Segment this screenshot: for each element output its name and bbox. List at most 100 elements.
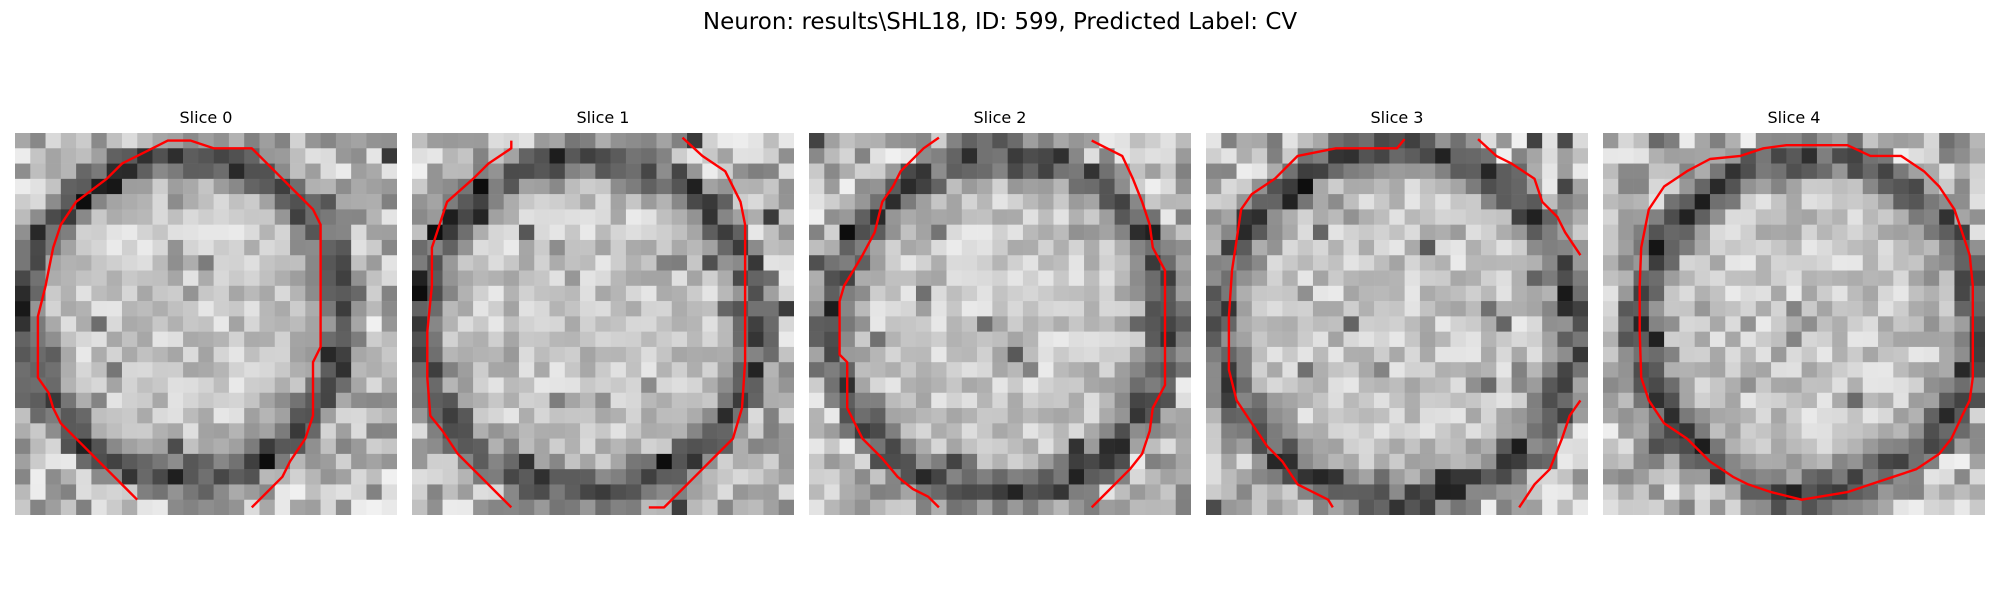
pixel <box>1572 270 1588 287</box>
pixel <box>473 362 489 378</box>
pixel <box>183 301 199 317</box>
pixel <box>748 377 764 394</box>
pixel <box>977 484 993 501</box>
pixel <box>305 484 321 501</box>
pixel <box>1419 133 1436 149</box>
pixel <box>824 133 840 149</box>
pixel <box>900 453 917 470</box>
pixel <box>30 423 46 439</box>
pixel <box>91 362 107 378</box>
pixel <box>1664 209 1680 225</box>
pixel <box>1007 423 1024 439</box>
pixel <box>549 362 566 378</box>
pixel <box>1908 239 1925 256</box>
pixel <box>1893 423 1909 439</box>
pixel <box>152 285 169 302</box>
pixel <box>1007 133 1024 149</box>
pixel <box>1878 453 1894 470</box>
pixel <box>1511 331 1528 348</box>
pixel <box>1099 423 1115 439</box>
pixel <box>1511 408 1528 424</box>
pixel <box>1114 270 1131 287</box>
pixel <box>915 209 932 225</box>
pixel <box>1740 499 1757 515</box>
pixel <box>824 270 840 287</box>
pixel <box>763 499 780 515</box>
pixel <box>625 423 642 439</box>
pixel <box>915 255 932 271</box>
pixel <box>1954 499 1971 515</box>
pixel <box>1297 423 1314 439</box>
pixel <box>137 346 153 363</box>
pixel <box>1755 423 1772 439</box>
pixel <box>931 148 947 164</box>
pixel <box>1954 255 1971 271</box>
pixel <box>1099 285 1115 302</box>
pixel <box>870 285 886 302</box>
pixel <box>1618 209 1634 225</box>
pixel <box>1542 346 1558 363</box>
pixel <box>442 484 459 501</box>
pixel <box>809 346 825 363</box>
pixel <box>442 316 459 332</box>
pixel <box>1557 301 1574 317</box>
pixel <box>1862 453 1879 470</box>
pixel <box>778 423 794 439</box>
pixel <box>1679 346 1695 363</box>
pixel <box>885 255 901 271</box>
pixel <box>1419 285 1436 302</box>
pixel <box>30 499 46 515</box>
pixel <box>1542 209 1558 225</box>
pixel <box>228 392 245 409</box>
pixel <box>1679 392 1695 409</box>
pixel <box>1542 285 1558 302</box>
pixel <box>1297 209 1314 225</box>
pixel <box>610 178 627 195</box>
pixel <box>1389 209 1405 225</box>
pixel <box>213 255 230 271</box>
pixel <box>1542 423 1558 439</box>
pixel <box>412 194 428 210</box>
pixel <box>1694 469 1711 485</box>
pixel <box>1175 453 1191 470</box>
pixel <box>839 346 856 363</box>
pixel <box>1282 423 1298 439</box>
pixel <box>60 469 77 485</box>
pixel <box>1755 285 1772 302</box>
pixel <box>1679 285 1695 302</box>
pixel <box>1572 469 1588 485</box>
pixel <box>1099 453 1115 470</box>
pixel <box>1496 270 1512 287</box>
pixel <box>1236 316 1253 332</box>
pixel <box>305 239 321 256</box>
pixel <box>1648 331 1665 348</box>
pixel <box>1251 148 1268 164</box>
pixel <box>870 239 886 256</box>
pixel <box>900 423 917 439</box>
pixel <box>763 239 780 256</box>
pixel <box>228 133 245 149</box>
pixel <box>1328 408 1344 424</box>
pixel <box>76 270 92 287</box>
pixel <box>1160 148 1177 164</box>
pixel <box>1374 453 1390 470</box>
pixel <box>213 392 230 409</box>
pixel <box>1481 178 1497 195</box>
pixel <box>549 331 566 348</box>
pixel <box>671 377 688 394</box>
pixel <box>1939 469 1955 485</box>
pixel <box>427 178 443 195</box>
pixel <box>1893 194 1909 210</box>
pixel <box>595 194 611 210</box>
pixel <box>518 438 535 455</box>
pixel <box>1664 316 1680 332</box>
pixel <box>137 163 153 180</box>
pixel <box>549 453 566 470</box>
pixel <box>900 239 917 256</box>
pixel <box>580 316 596 332</box>
pixel <box>427 377 443 394</box>
pixel <box>1068 209 1085 225</box>
pixel <box>198 331 214 348</box>
pixel <box>610 392 627 409</box>
pixel <box>1908 453 1925 470</box>
